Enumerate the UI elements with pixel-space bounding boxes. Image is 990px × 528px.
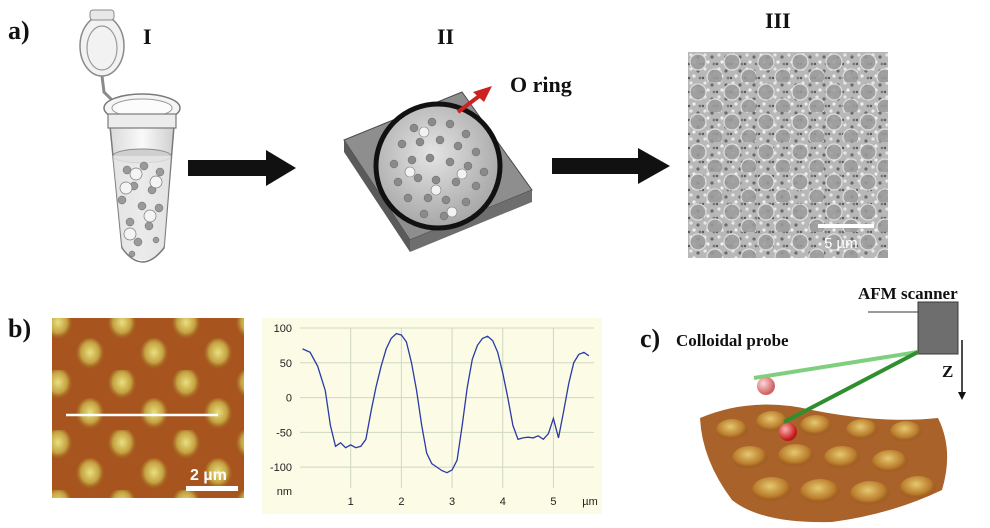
panel-c-label: c) — [640, 324, 661, 353]
y-tick-label: -100 — [270, 462, 292, 474]
chart-ticks: 1 2 3 4 5 100 50 0 -50 -100 nm µm — [270, 323, 598, 508]
chart-grid — [300, 327, 594, 488]
height-profile-chart: 1 2 3 4 5 100 50 0 -50 -100 nm µm — [262, 318, 602, 514]
y-tick-label: -50 — [276, 427, 292, 439]
afm-topography-image: 2 µm — [52, 318, 244, 498]
z-axis-label: Z — [942, 362, 954, 381]
x-tick-label: 5 — [550, 496, 556, 508]
x-tick-label: 4 — [500, 496, 506, 508]
x-tick-label: 1 — [348, 496, 354, 508]
substrate-oring-illustration — [343, 86, 533, 252]
process-arrow-1 — [188, 150, 296, 186]
colloidal-probe-afm-illustration — [700, 301, 966, 523]
profile-series-line — [302, 332, 590, 474]
step-three-label: III — [765, 8, 791, 33]
process-arrow-2 — [552, 148, 670, 184]
chart-background — [262, 318, 602, 514]
step-one-label: I — [143, 24, 152, 49]
sem-scalebar-label: 5 µm — [824, 235, 858, 252]
sem-image: 5 µm — [688, 52, 888, 258]
panel-b-label: b) — [8, 314, 32, 343]
x-tick-label: 3 — [449, 496, 455, 508]
y-tick-label: 100 — [274, 323, 292, 335]
y-unit-label: nm — [277, 486, 292, 498]
panel-a-label: a) — [8, 16, 30, 45]
eppendorf-tube-illustration — [79, 9, 181, 263]
step-two-label: II — [437, 24, 455, 49]
afm-scalebar-label: 2 µm — [190, 467, 227, 484]
y-tick-label: 0 — [286, 393, 292, 405]
x-unit-label: µm — [582, 496, 598, 508]
scanner-label: AFM scanner — [858, 284, 958, 303]
x-tick-label: 2 — [398, 496, 404, 508]
y-tick-label: 50 — [280, 358, 292, 370]
probe-label: Colloidal probe — [676, 331, 789, 350]
oring-label: O ring — [510, 72, 572, 97]
